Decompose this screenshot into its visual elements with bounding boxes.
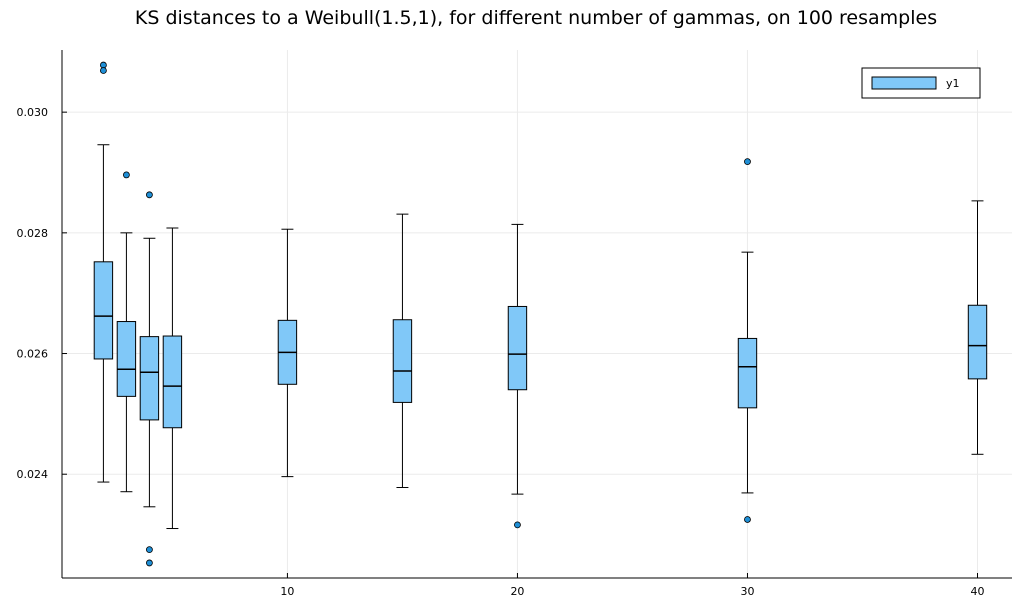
y-tick-label: 0.030 [17, 106, 49, 119]
boxes [93, 61, 988, 567]
box-group [139, 191, 160, 567]
box-group [277, 228, 298, 478]
y-tick-label: 0.028 [17, 227, 49, 240]
box-group [116, 171, 137, 493]
y-tick-label: 0.024 [17, 468, 49, 481]
outlier-point [146, 191, 153, 199]
box-group [967, 200, 988, 455]
box-group [507, 223, 528, 529]
outlier-point [146, 546, 153, 554]
x-tick-label: 30 [740, 585, 754, 598]
box-iqr [967, 304, 988, 380]
box-iqr [116, 321, 137, 397]
x-tick-label: 10 [280, 585, 294, 598]
grid-lines [62, 50, 1012, 578]
x-tick-label: 20 [510, 585, 524, 598]
y-tick-label: 0.026 [17, 348, 49, 361]
box-group [93, 61, 114, 483]
box-iqr [737, 337, 758, 409]
legend-label-y1: y1 [946, 77, 960, 90]
tick-labels: 10 20 30 40 0.024 0.026 0.028 0.030 [17, 106, 985, 598]
outlier-point [100, 67, 107, 74]
box-iqr [139, 336, 160, 421]
box-iqr [392, 319, 413, 403]
box-iqr [93, 261, 114, 360]
box-group [162, 227, 183, 530]
x-tick-label: 40 [970, 585, 984, 598]
outlier-point [146, 559, 153, 567]
legend-swatch [871, 76, 937, 90]
legend: y1 [861, 67, 981, 99]
box-iqr [507, 305, 528, 391]
outlier-point [744, 158, 751, 166]
box-group [737, 158, 758, 523]
box-group [392, 213, 413, 488]
box-iqr [162, 335, 183, 429]
outlier-point [744, 516, 751, 523]
outlier-point [123, 171, 130, 179]
outlier-point [514, 521, 521, 529]
axes [61, 50, 1012, 579]
chart-title: KS distances to a Weibull(1.5,1), for di… [135, 7, 937, 29]
